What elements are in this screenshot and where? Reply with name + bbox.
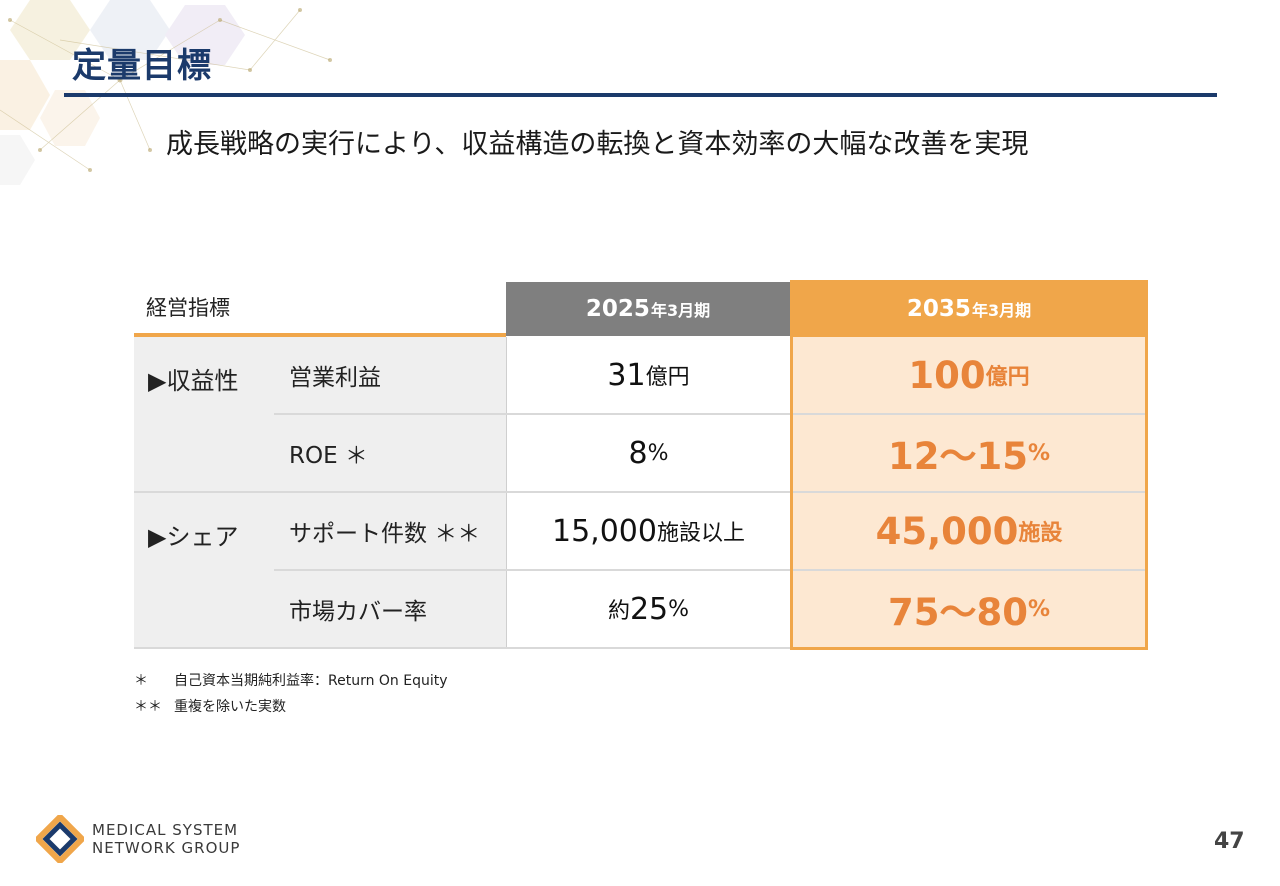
decorative-network-graphic — [0, 0, 332, 185]
logo-line-2: NETWORK GROUP — [92, 839, 241, 857]
header-underline — [134, 333, 506, 337]
footnote-text: 自己資本当期純利益率：Return On Equity — [174, 673, 448, 689]
table-row: 営業利益 31 億円 100 億円 — [274, 337, 1148, 414]
unit-2035: 施設 — [1018, 521, 1063, 546]
value-2025: 8 — [628, 435, 648, 471]
column-header-2035-suffix: 年3月期 — [971, 301, 1032, 320]
footnote: ＊ 自己資本当期純利益率：Return On Equity — [134, 667, 448, 693]
cell-2025: 8% — [506, 415, 790, 491]
cell-2035: 45,000 施設 — [790, 493, 1148, 569]
footnote: ＊＊ 重複を除いた実数 — [134, 693, 448, 719]
unit-2035: 億円 — [985, 365, 1030, 390]
row-label: 市場カバー率 — [274, 571, 506, 647]
group-cell-share: ▶シェア — [134, 493, 274, 647]
row-label: サポート件数 ＊＊ — [274, 493, 506, 569]
cell-2035: 100 億円 — [790, 337, 1148, 413]
kpi-table: 経営指標 2025 年3月期 2035 年3月期 ▶収益性 ▶シェア 営業利益 31… — [134, 280, 1148, 650]
title-underline — [64, 93, 1217, 97]
table-row: サポート件数 ＊＊ 15,000 施設以上 45,000 施設 — [274, 493, 1148, 570]
table-row: ROE ＊ 8% 12～15% — [274, 415, 1148, 492]
footnote-text: 重複を除いた実数 — [174, 699, 286, 715]
page-number: 47 — [1214, 829, 1245, 854]
column-header-2035: 2035 年3月期 — [790, 280, 1148, 338]
cell-2035: 12～15% — [790, 415, 1148, 491]
prefix-2025: 約 — [607, 599, 630, 624]
footnote-mark: ＊＊ — [134, 699, 162, 715]
footnote-mark: ＊ — [134, 673, 148, 689]
value-2035: 12～15 — [887, 435, 1028, 478]
footnotes: ＊ 自己資本当期純利益率：Return On Equity ＊＊ 重複を除いた実… — [134, 667, 448, 719]
table-bottom-rule — [134, 647, 1148, 649]
group-label-profitability: ▶収益性 — [148, 367, 239, 395]
group-label-share: ▶シェア — [148, 523, 239, 551]
unit-2025: % — [668, 596, 690, 622]
group-cell-profitability: ▶収益性 — [134, 337, 274, 491]
column-header-2025-suffix: 年3月期 — [650, 301, 711, 320]
value-2025: 31 — [607, 357, 646, 393]
column-header-2025-year: 2025 — [585, 296, 650, 322]
unit-2025: 億円 — [645, 365, 690, 390]
row-separator — [274, 413, 1148, 415]
unit-2025: 施設以上 — [656, 521, 745, 546]
cell-2025: 15,000 施設以上 — [506, 493, 790, 569]
row-label: ROE ＊ — [274, 415, 506, 491]
unit-2035: % — [1027, 440, 1051, 466]
page-title: 定量目標 — [72, 46, 212, 86]
row-separator — [274, 569, 1148, 571]
value-2035: 75～80 — [887, 591, 1028, 634]
row-separator — [134, 491, 1148, 493]
logo-diamond-icon — [36, 815, 84, 863]
row-label: 営業利益 — [274, 337, 506, 413]
column-header-2025: 2025 年3月期 — [506, 282, 790, 336]
page-subtitle: 成長戦略の実行により、収益構造の転換と資本効率の大幅な改善を実現 — [166, 129, 1029, 160]
cell-2025: 31 億円 — [506, 337, 790, 413]
logo-line-1: MEDICAL SYSTEM — [92, 821, 239, 839]
value-2025: 15,000 — [552, 513, 657, 549]
unit-2025: % — [647, 440, 669, 466]
table-row: 市場カバー率 約 25% 75～80% — [274, 571, 1148, 648]
table-header-label: 経営指標 — [146, 296, 230, 320]
value-2035: 100 — [908, 353, 986, 397]
column-header-2035-year: 2035 — [906, 296, 971, 322]
value-2025: 25 — [629, 591, 669, 627]
value-2035: 45,000 — [875, 509, 1019, 553]
cell-2035: 75～80% — [790, 571, 1148, 647]
cell-2025: 約 25% — [506, 571, 790, 647]
unit-2035: % — [1027, 596, 1051, 622]
company-logo: MEDICAL SYSTEM NETWORK GROUP — [36, 815, 240, 863]
